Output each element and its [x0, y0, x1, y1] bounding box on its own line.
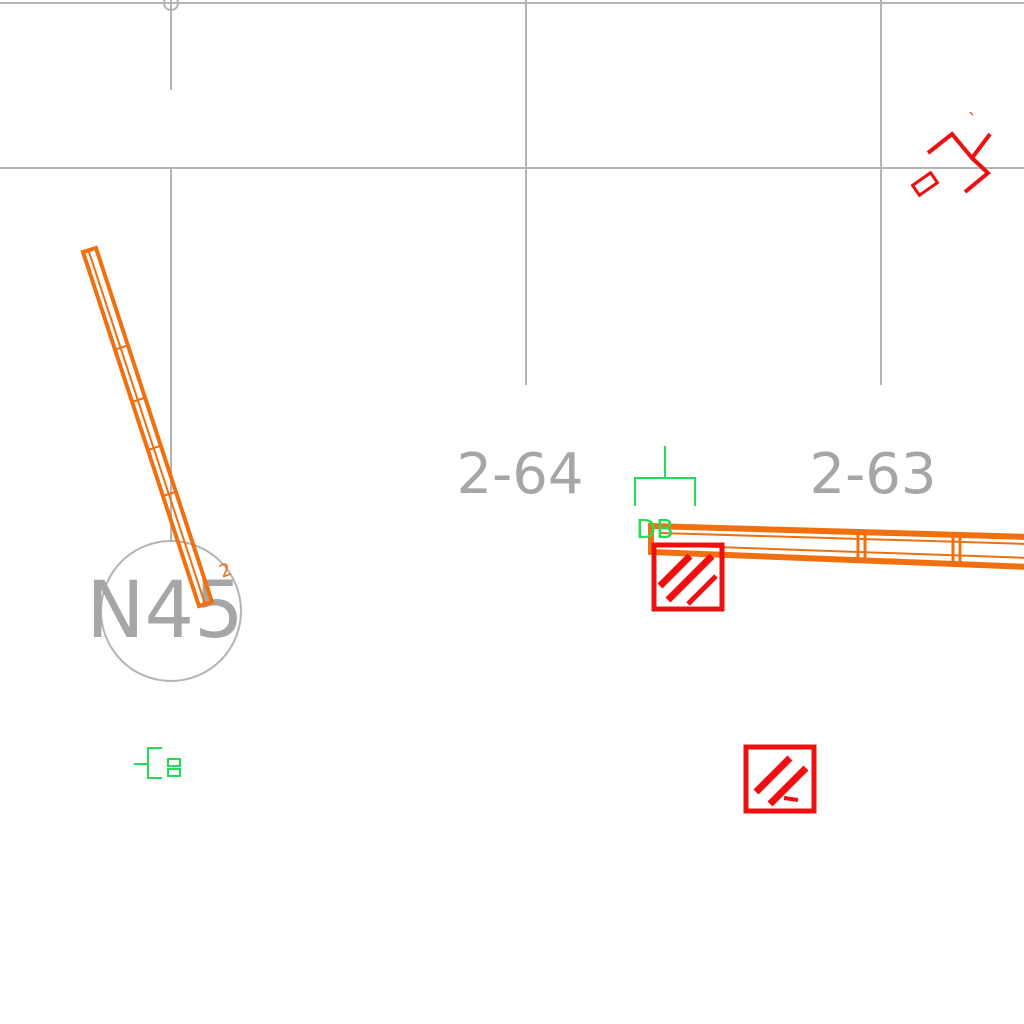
- hatched-square-icon: [743, 744, 817, 814]
- zigzag-symbol-icon[interactable]: [910, 111, 992, 198]
- bracket-symbol-icon[interactable]: DB: [634, 446, 696, 545]
- beam-diagonal-outline: [80, 245, 215, 609]
- beam-horizontal[interactable]: [648, 522, 1024, 570]
- column-hatch: [665, 553, 715, 603]
- node-circle-icon: [100, 540, 242, 682]
- zigzag-line: [926, 131, 992, 162]
- small-bracket-box: [167, 768, 181, 777]
- beam-horizontal-outline: [648, 522, 1024, 570]
- beam-diagonal-joint: [147, 445, 161, 451]
- column-marker-upper[interactable]: [651, 542, 725, 612]
- beam-diagonal-joint: [113, 345, 127, 351]
- grid-lines: [0, 0, 1024, 540]
- column-hatch: [686, 574, 718, 606]
- beam-diagonal-joint: [162, 491, 176, 497]
- small-bracket-arms: [147, 747, 162, 779]
- beam-diagonal[interactable]: 2: [80, 245, 234, 609]
- grid-cell-label-left: 2-64: [456, 442, 583, 507]
- bracket-arms: [634, 477, 696, 506]
- beam-diagonal-joint: [131, 397, 145, 403]
- beam-diagonal-centerline: [88, 251, 206, 605]
- grid-cell-label-right: 2-63: [809, 442, 936, 507]
- column-hatch: [753, 755, 793, 795]
- zigzag-tag: [910, 170, 940, 198]
- column-hatch: [657, 553, 693, 589]
- zigzag-line: [963, 156, 992, 194]
- column-marker-lower[interactable]: [743, 744, 817, 814]
- column-hatch: [767, 765, 809, 807]
- green-mark-label: DB: [636, 515, 674, 545]
- small-bracket-symbol-icon[interactable]: [134, 747, 181, 779]
- beam-horizontal-inner-line: [659, 532, 1024, 545]
- zigzag-tick: [969, 111, 974, 116]
- node-marker[interactable]: N45: [86, 540, 244, 682]
- grid-bubble-small: [163, 0, 179, 11]
- node-tag-label: N45: [86, 566, 244, 656]
- column-hatch: [783, 796, 799, 802]
- hatched-square-icon: [651, 542, 725, 612]
- small-bracket-box: [167, 758, 181, 767]
